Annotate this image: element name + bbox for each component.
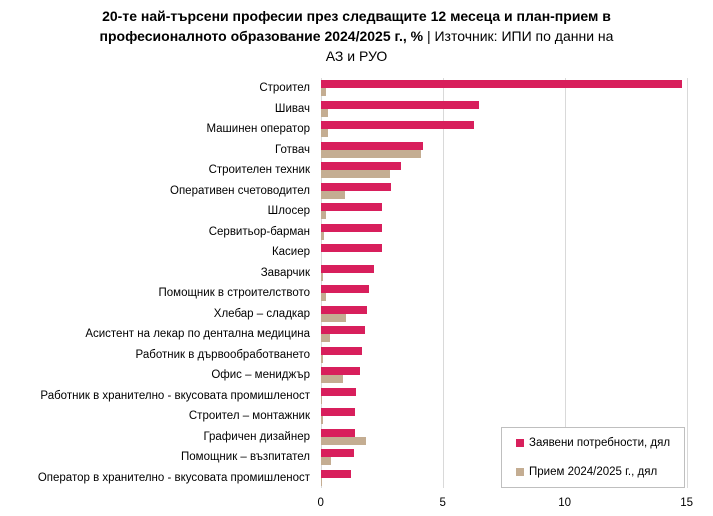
title-line-2-bold: професионалното образование 2024/2025 г.… [99, 28, 424, 44]
legend-swatch-demand [516, 439, 524, 447]
bar-demand [320, 367, 360, 376]
gridline [686, 78, 688, 488]
bar-admission [320, 375, 343, 384]
bar-demand [320, 182, 392, 191]
bar-demand [320, 285, 370, 294]
legend-label-demand: Заявени потребности, дял [529, 437, 671, 449]
category-label: Асистент на лекар по дентална медицина [85, 328, 310, 340]
bar-admission [320, 88, 326, 97]
category-label: Касиер [271, 246, 310, 258]
bar-admission [320, 211, 326, 220]
category-label: Строител [259, 82, 310, 94]
title-line-3: АЗ и РУО [325, 48, 388, 64]
category-label: Шлосер [267, 205, 310, 217]
bar-demand [320, 408, 355, 417]
bar-demand [320, 121, 475, 130]
bar-admission [320, 190, 346, 199]
bar-admission [320, 108, 328, 117]
title-line-1: 20-те най-търсени професии през следващи… [102, 8, 611, 24]
category-label: Оператор в хранително - вкусовата промиш… [37, 471, 310, 484]
category-label: Хлебар – сладкар [213, 307, 310, 320]
bar-demand [320, 100, 480, 109]
category-label: Строителен техник [208, 164, 310, 176]
bar-demand [320, 264, 375, 273]
x-tick-label: 15 [680, 497, 694, 509]
bar-admission [320, 170, 391, 179]
x-tick-label: 10 [558, 497, 572, 509]
plot-area [320, 78, 688, 488]
bar-admission [320, 457, 331, 466]
bar-admission [320, 436, 366, 445]
x-tick-label: 5 [439, 497, 446, 509]
category-label: Строител – монтажник [188, 410, 310, 422]
y-axis-line [320, 78, 322, 488]
chart-title: 20-те най-търсени професии през следващи… [0, 6, 713, 66]
bar-admission [320, 416, 323, 425]
category-label: Работник в хранително - вкусовата промиш… [40, 389, 310, 402]
bar-demand [320, 387, 357, 396]
bar-admission [320, 129, 328, 138]
bar-admission [320, 293, 326, 302]
bar-demand [320, 326, 365, 335]
legend: Заявени потребности, дял Прием 2024/2025… [501, 427, 685, 488]
category-label: Оперативен счетоводител [170, 184, 310, 197]
bar-demand [320, 162, 402, 171]
category-label: Готвач [275, 143, 310, 156]
bar-demand [320, 223, 382, 232]
bar-demand [320, 244, 382, 253]
bar-demand [320, 141, 424, 150]
bar-demand [320, 469, 352, 478]
bar-demand [320, 428, 355, 437]
category-label: Офис – мениджър [211, 369, 310, 381]
category-label: Сервитьор-барман [208, 225, 310, 238]
bar-admission [320, 354, 323, 363]
gridline [442, 78, 444, 488]
bar-demand [320, 449, 354, 458]
legend-item-admission: Прием 2024/2025 г., дял [516, 466, 657, 478]
gridline [564, 78, 566, 488]
category-label: Шивач [274, 102, 310, 115]
category-label: Машинен оператор [206, 123, 310, 135]
bar-admission [320, 395, 322, 404]
bar-demand [320, 305, 368, 314]
bar-demand [320, 346, 363, 355]
category-label: Помощник в строителството [158, 287, 311, 299]
bar-admission [320, 231, 324, 240]
bar-admission [320, 477, 322, 486]
bar-admission [320, 313, 347, 322]
category-label: Работник в дървообработването [135, 348, 310, 361]
title-source: | Източник: ИПИ по данни на [423, 28, 614, 44]
bar-demand [320, 203, 382, 212]
bar-demand [320, 80, 682, 89]
legend-swatch-admission [516, 468, 524, 476]
legend-item-demand: Заявени потребности, дял [516, 437, 670, 449]
category-label: Помощник – възпитател [181, 451, 310, 463]
legend-label-admission: Прием 2024/2025 г., дял [529, 466, 658, 478]
bar-admission [320, 272, 323, 281]
x-tick-label: 0 [317, 497, 324, 509]
category-label: Графичен дизайнер [203, 430, 310, 443]
bar-admission [320, 334, 331, 343]
bar-admission [320, 149, 421, 158]
category-label: Заварчик [260, 266, 310, 279]
